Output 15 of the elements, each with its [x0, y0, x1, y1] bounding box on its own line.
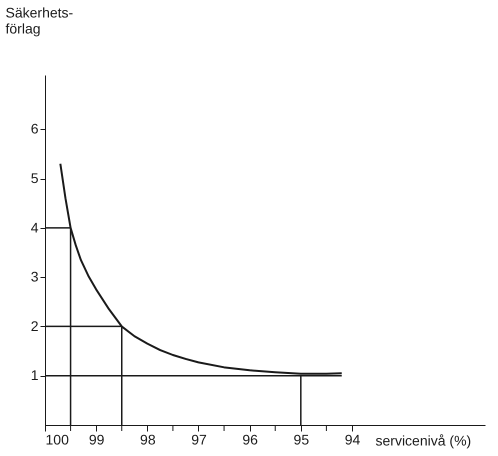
- y-axis-title: Säkerhets- förlag: [6, 4, 74, 36]
- x-axis-title: servicenivå (%): [376, 432, 472, 448]
- y-tick-label: 5: [30, 170, 39, 186]
- x-tick-label: 94: [344, 432, 360, 448]
- x-tick-label: 95: [294, 432, 310, 448]
- y-tick-label: 4: [30, 219, 39, 236]
- x-tick-label: 99: [88, 432, 105, 448]
- y-tick-label: 6: [30, 120, 39, 137]
- y-tick-label: 1: [30, 367, 39, 384]
- x-tick-label: 97: [191, 432, 207, 448]
- x-tick-label: 98: [140, 432, 156, 448]
- x-tick-label: 96: [242, 432, 258, 448]
- x-tick-label: 100: [46, 432, 70, 448]
- y-tick-label: 3: [30, 268, 39, 285]
- y-tick-label: 2: [30, 318, 39, 334]
